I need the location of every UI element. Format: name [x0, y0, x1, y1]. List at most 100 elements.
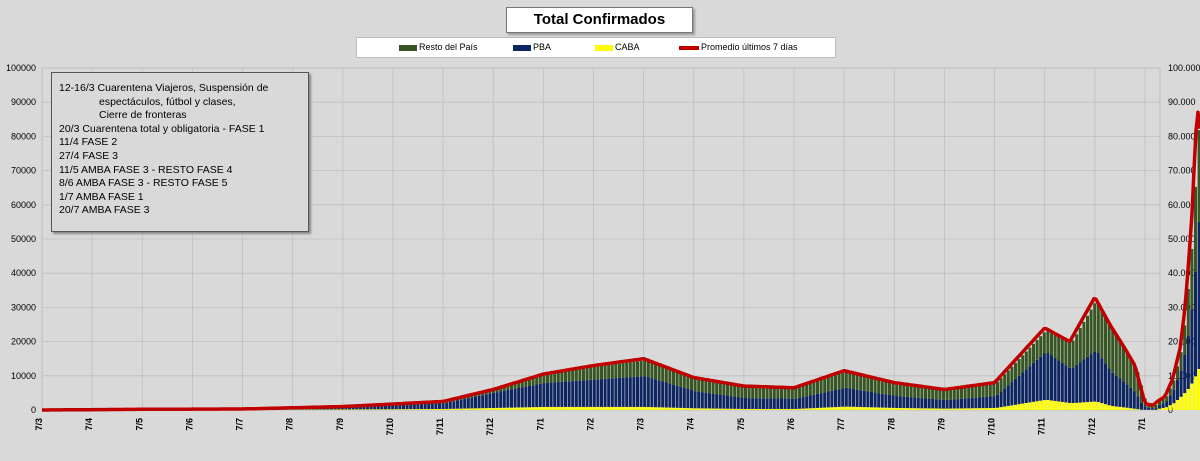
bar-pba: [654, 379, 657, 408]
bar-resto: [844, 371, 848, 388]
bar-pba: [1078, 362, 1082, 403]
bar-resto: [906, 385, 909, 397]
bar-pba: [1172, 389, 1176, 404]
bar-caba: [744, 408, 747, 410]
x-tick-label: 7/6: [184, 418, 194, 431]
bar-caba: [564, 406, 567, 410]
bar-resto: [790, 388, 794, 399]
bar-pba: [942, 399, 945, 409]
bar-pba: [466, 398, 470, 409]
bar-pba: [1006, 385, 1010, 406]
bar-resto: [754, 387, 758, 399]
bar-resto: [632, 361, 636, 377]
bar-resto: [492, 390, 495, 393]
bar-resto: [1035, 340, 1039, 360]
bar-caba: [1035, 401, 1039, 410]
bar-caba: [423, 409, 427, 410]
y-right-tick-label: 90.000: [1168, 97, 1196, 107]
bar-pba: [981, 397, 985, 409]
bar-pba: [495, 392, 499, 408]
x-tick-label: 7/8: [886, 418, 896, 431]
bar-pba: [412, 404, 416, 410]
bar-caba: [1050, 400, 1053, 410]
bar-resto: [546, 374, 549, 383]
bar-resto: [744, 386, 747, 399]
bar-caba: [445, 408, 449, 410]
bar-resto: [610, 364, 614, 379]
bar-pba: [1104, 363, 1107, 405]
legend-item-pba: PBA: [513, 38, 551, 57]
bar-resto: [1118, 340, 1122, 379]
bar-pba: [434, 403, 438, 410]
bar-resto: [1050, 333, 1053, 356]
bar-caba: [902, 408, 906, 410]
bar-caba: [592, 406, 596, 410]
bar-pba: [571, 381, 575, 407]
bar-resto: [510, 385, 513, 390]
bar-pba: [603, 378, 607, 407]
bar-pba: [884, 394, 888, 408]
x-tick-label: 7/12: [1087, 418, 1097, 436]
bar-pba: [600, 379, 603, 407]
bar-pba: [1057, 360, 1061, 402]
bar-resto: [484, 392, 488, 395]
bar-resto: [870, 377, 873, 393]
bar-pba: [697, 391, 701, 409]
bar-caba: [981, 408, 985, 410]
bar-pba: [1179, 370, 1183, 397]
x-tick-label: 7/5: [134, 418, 144, 431]
chart-legend: Resto del País PBA CABA Promedio últimos…: [356, 37, 836, 58]
bar-pba: [794, 398, 798, 409]
bar-caba: [1021, 403, 1025, 410]
annotation-line: 11/4 FASE 2: [59, 136, 118, 149]
bar-pba: [564, 381, 567, 407]
legend-swatch-pba: [513, 44, 531, 51]
bar-resto: [826, 377, 830, 392]
bar-caba: [1104, 404, 1107, 410]
bar-caba: [747, 408, 751, 410]
bar-resto: [902, 384, 906, 397]
bar-pba: [787, 398, 791, 409]
bar-caba: [463, 408, 467, 410]
bar-resto: [924, 387, 927, 399]
bar-caba: [366, 409, 369, 410]
bar-caba: [952, 408, 956, 410]
y-left-tick-label: 0: [31, 405, 36, 415]
bar-caba: [1136, 409, 1140, 410]
bar-caba: [661, 407, 665, 410]
bar-pba: [837, 389, 841, 407]
bar-caba: [427, 409, 431, 410]
bar-resto: [726, 383, 729, 396]
bar-resto: [682, 374, 686, 388]
bar-pba: [704, 392, 708, 409]
bar-caba: [798, 408, 801, 410]
bar-resto: [1165, 396, 1169, 402]
bar-caba: [740, 408, 744, 410]
bar-pba: [445, 402, 449, 409]
bar-resto: [636, 361, 639, 377]
bar-resto: [956, 388, 960, 400]
bar-pba: [956, 399, 960, 409]
bar-pba: [502, 390, 506, 408]
bar-pba: [812, 394, 816, 409]
bar-pba: [859, 390, 863, 407]
y-left-tick-label: 90000: [11, 97, 36, 107]
bar-caba: [956, 408, 960, 410]
bar-resto: [560, 372, 564, 382]
legend-swatch-resto: [399, 44, 417, 51]
bar-resto: [1006, 370, 1010, 386]
bar-resto: [819, 379, 823, 394]
bar-caba: [470, 408, 474, 410]
bar-caba: [499, 407, 503, 410]
bar-pba: [852, 389, 855, 407]
bar-pba: [391, 405, 395, 410]
bar-caba: [898, 408, 902, 410]
bar-resto: [1154, 405, 1158, 409]
bar-resto: [1042, 332, 1046, 354]
bar-caba: [754, 408, 758, 410]
bar-caba: [528, 407, 531, 410]
bar-caba: [1042, 400, 1046, 410]
bar-resto: [690, 377, 693, 391]
bar-caba: [888, 407, 891, 410]
bar-resto: [1100, 310, 1104, 359]
